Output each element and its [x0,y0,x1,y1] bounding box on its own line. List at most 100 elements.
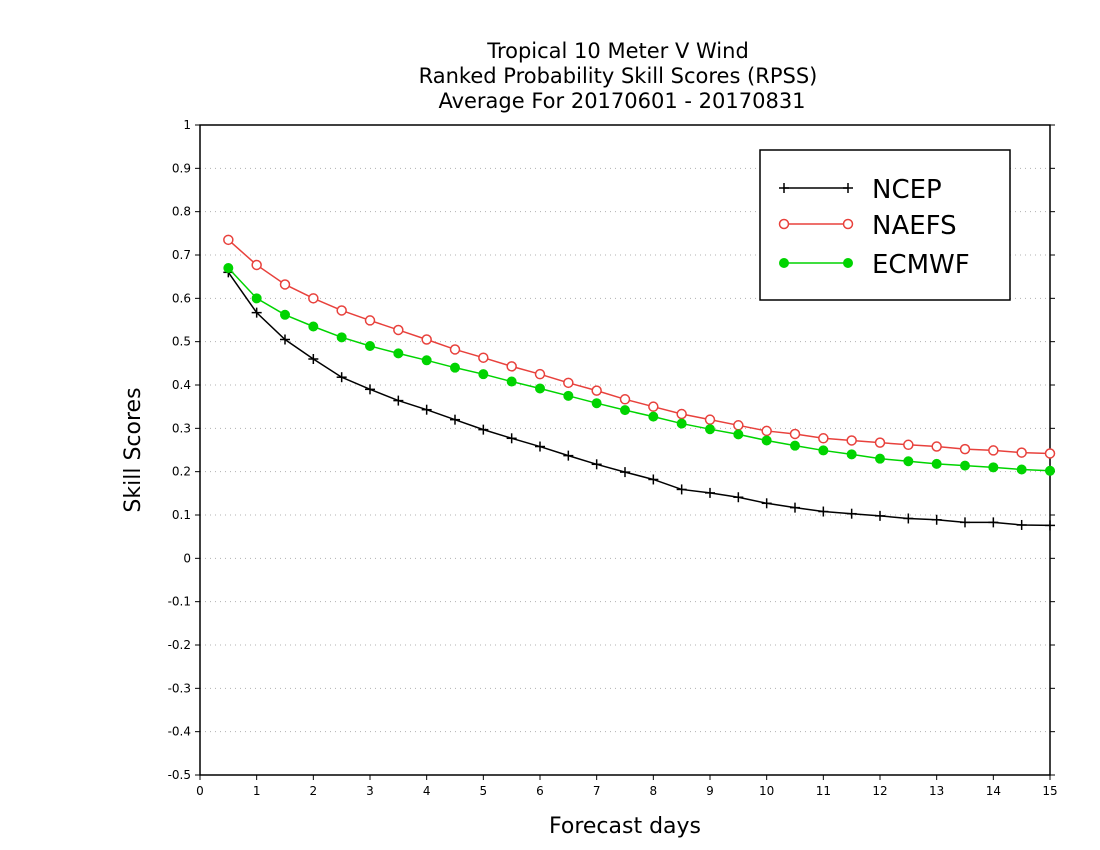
y-tick-label: 0.6 [172,291,191,305]
x-tick-label: 7 [593,784,601,798]
data-point-naefs [251,259,262,271]
data-point-ecmwf [875,453,885,464]
data-point-ecmwf [336,332,347,343]
data-point-naefs [903,439,914,451]
data-point-naefs [648,401,659,412]
data-point-naefs [421,334,432,345]
series-ecmwf [223,263,1055,476]
data-point-naefs [336,305,347,316]
data-point-ecmwf [251,293,262,304]
data-point-naefs [364,315,376,326]
x-tick-label: 12 [872,784,887,798]
legend-marker [843,258,853,268]
x-tick-label: 2 [310,784,318,798]
legend-marker [779,183,789,193]
x-tick-label: 9 [706,784,714,798]
data-point-ecmwf [761,435,772,446]
x-tick-label: 1 [253,784,261,798]
x-axis-label: Forecast days [549,814,701,839]
series-ncep [223,267,1055,531]
data-point-ecmwf [620,405,630,416]
y-tick-label: 0.4 [172,378,191,392]
data-point-ecmwf [393,348,404,359]
data-point-ncep [308,354,319,364]
data-point-naefs [478,352,489,363]
data-point-ecmwf [421,355,432,366]
data-point-naefs [591,385,602,396]
data-point-ecmwf [648,411,659,422]
data-point-naefs [959,443,971,455]
data-point-ncep [818,506,829,517]
data-point-ncep [251,307,262,318]
chart-title: Tropical 10 Meter V Wind Ranked Probabil… [419,39,818,113]
chart-title-line-2: Ranked Probability Skill Scores (RPSS) [419,64,818,88]
data-point-ncep [931,514,942,525]
data-point-ecmwf [676,418,687,429]
legend-item-ncep: NCEP [779,175,942,205]
legend-marker [842,218,854,230]
y-tick-label: -0.3 [168,681,191,695]
x-tick-label: 15 [1042,784,1057,798]
y-tick-label: 0.2 [172,465,191,479]
data-point-ncep [846,508,857,519]
data-point-ecmwf [365,341,375,351]
legend-marker [778,218,790,230]
data-point-ncep [393,395,404,406]
data-point-ecmwf [535,383,545,394]
legend-marker [779,258,789,268]
data-point-naefs [704,414,716,425]
data-point-naefs [506,361,517,372]
data-point-naefs [563,377,574,389]
data-point-naefs [733,420,744,431]
x-tick-label: 10 [759,784,774,798]
data-point-ecmwf [308,321,319,332]
legend-marker [843,183,853,193]
x-tick-label: 14 [986,784,1001,798]
data-point-ecmwf [705,424,715,435]
data-point-ncep [960,517,970,528]
legend-label: ECMWF [872,250,970,280]
legend-label: NCEP [872,175,942,205]
data-point-ncep [648,474,659,485]
data-point-ncep [875,510,885,521]
y-tick-label: -0.1 [168,595,191,609]
x-axis-ticks: 0 1 2 3 4 5 6 7 8 9 10 11 12 13 14 15 [196,775,1058,798]
data-point-ncep [733,492,744,503]
data-point-naefs [818,433,829,444]
y-tick-label: 1 [183,118,191,132]
data-point-naefs [988,445,999,456]
y-tick-label: 0.5 [172,335,191,349]
data-point-ecmwf [1016,464,1027,475]
data-point-naefs [449,344,461,355]
data-point-ecmwf [931,458,942,469]
y-axis-label: Skill Scores [121,387,146,512]
data-point-ecmwf [1045,465,1055,476]
data-point-naefs [223,234,234,246]
x-tick-label: 0 [196,784,204,798]
x-tick-label: 11 [816,784,831,798]
data-point-ncep [421,404,432,415]
x-tick-label: 3 [366,784,374,798]
y-tick-label: 0 [183,551,191,565]
data-point-ncep [705,487,715,498]
data-point-ecmwf [591,398,602,409]
data-point-ncep [506,433,517,444]
data-point-ncep [591,459,602,470]
legend: NCEP NAEFS ECMWF [759,149,1011,301]
data-point-ncep [478,424,489,435]
data-point-naefs [874,437,886,448]
y-tick-label: 0.1 [172,508,191,522]
y-tick-label: -0.2 [168,638,191,652]
data-point-naefs [308,293,319,304]
x-tick-label: 6 [536,784,544,798]
data-point-ecmwf [478,369,489,380]
data-point-ncep [790,502,800,513]
data-point-naefs [846,435,857,446]
data-point-ecmwf [280,309,290,320]
series-layer [223,234,1056,531]
legend-item-naefs: NAEFS [778,211,957,241]
data-point-naefs [676,408,687,420]
data-point-ncep [336,372,347,383]
data-point-naefs [1016,447,1027,458]
